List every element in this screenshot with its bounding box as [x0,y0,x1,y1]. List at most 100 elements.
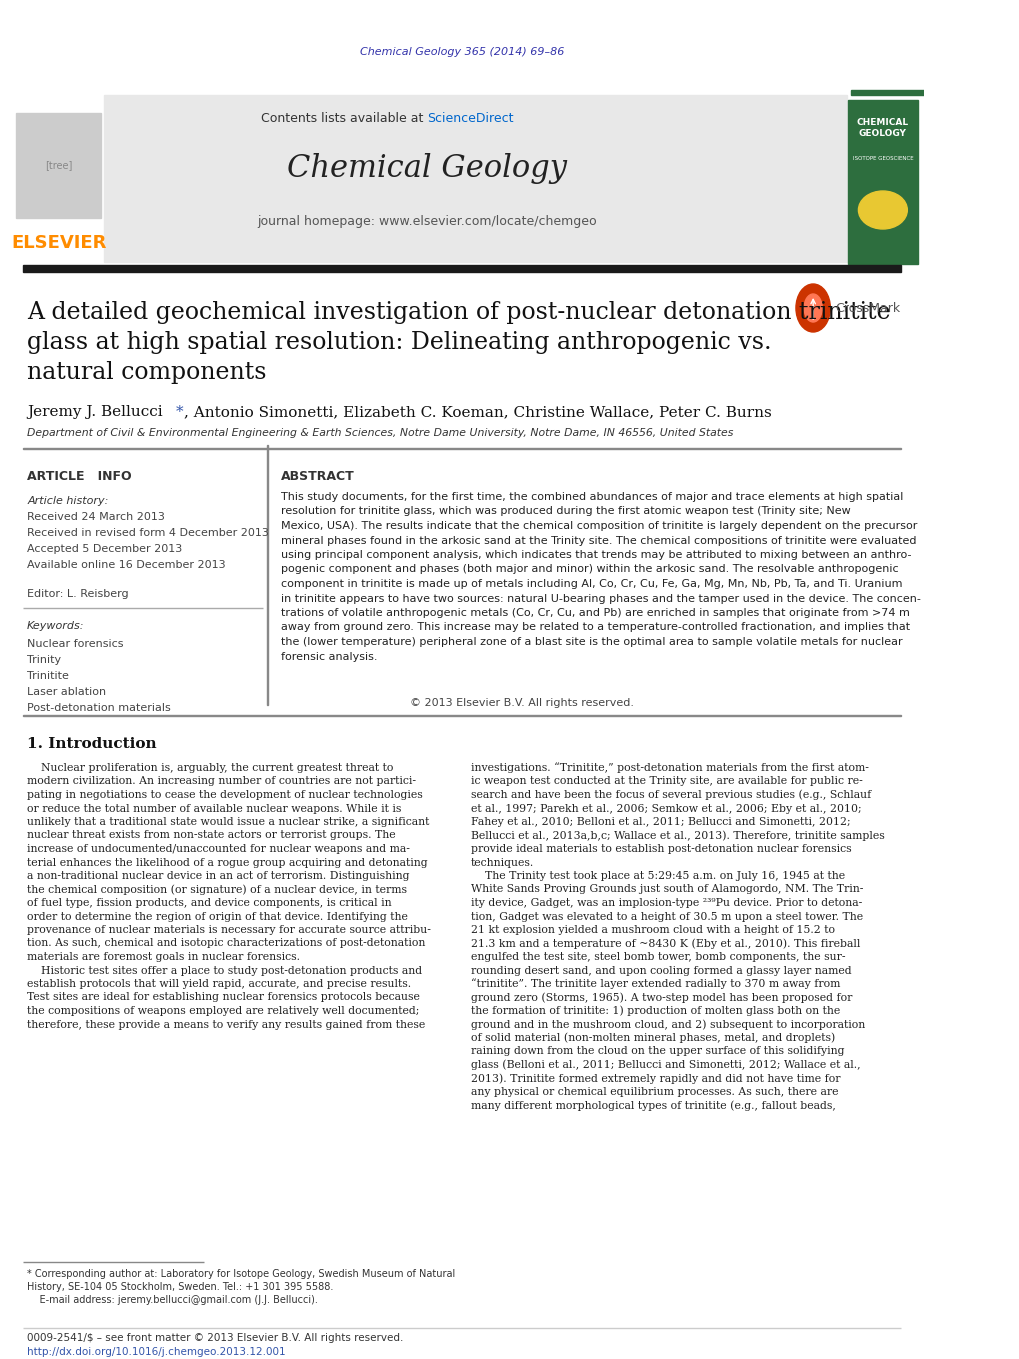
Text: investigations. “Trinitite,” post-detonation materials from the first atom-: investigations. “Trinitite,” post-detona… [471,762,868,773]
Text: *: * [175,405,183,419]
Text: Received in revised form 4 December 2013: Received in revised form 4 December 2013 [28,529,269,538]
Text: CHEMICAL
GEOLOGY: CHEMICAL GEOLOGY [856,118,908,139]
Text: ic weapon test conducted at the Trinity site, are available for public re-: ic weapon test conducted at the Trinity … [471,776,862,787]
Text: Editor: L. Reisberg: Editor: L. Reisberg [28,588,128,599]
Text: in trinitite appears to have two sources: natural U-bearing phases and the tampe: in trinitite appears to have two sources… [280,594,920,603]
Text: Chemical Geology 365 (2014) 69–86: Chemical Geology 365 (2014) 69–86 [360,48,564,57]
Text: unlikely that a traditional state would issue a nuclear strike, a significant: unlikely that a traditional state would … [28,817,429,828]
Text: , Antonio Simonetti, Elizabeth C. Koeman, Christine Wallace, Peter C. Burns: , Antonio Simonetti, Elizabeth C. Koeman… [183,405,770,419]
Text: Trinitite: Trinitite [28,671,69,681]
Text: E-mail address: jeremy.bellucci@gmail.com (J.J. Bellucci).: E-mail address: jeremy.bellucci@gmail.co… [28,1295,318,1305]
Text: * Corresponding author at: Laboratory for Isotope Geology, Swedish Museum of Nat: * Corresponding author at: Laboratory fo… [28,1269,454,1279]
Text: ELSEVIER: ELSEVIER [11,234,106,251]
Text: materials are foremost goals in nuclear forensics.: materials are foremost goals in nuclear … [28,953,300,962]
Text: Nuclear forensics: Nuclear forensics [28,639,123,650]
Text: White Sands Proving Grounds just south of Alamogordo, NM. The Trin-: White Sands Proving Grounds just south o… [471,885,862,894]
Text: the chemical composition (or signature) of a nuclear device, in terms: the chemical composition (or signature) … [28,885,407,894]
Text: Bellucci et al., 2013a,b,c; Wallace et al., 2013). Therefore, trinitite samples: Bellucci et al., 2013a,b,c; Wallace et a… [471,830,883,841]
Text: Trinity: Trinity [28,655,61,665]
Text: CrossMark: CrossMark [835,302,899,314]
Text: or reduce the total number of available nuclear weapons. While it is: or reduce the total number of available … [28,803,401,814]
Bar [850,90,923,95]
Text: http://dx.doi.org/10.1016/j.chemgeo.2013.12.001: http://dx.doi.org/10.1016/j.chemgeo.2013… [28,1347,285,1358]
Text: History, SE-104 05 Stockholm, Sweden. Tel.: +1 301 395 5588.: History, SE-104 05 Stockholm, Sweden. Te… [28,1282,333,1292]
Text: Keywords:: Keywords: [28,621,85,631]
Text: the (lower temperature) peripheral zone of a blast site is the optimal area to s: the (lower temperature) peripheral zone … [280,637,902,647]
Text: glass at high spatial resolution: Delineating anthropogenic vs.: glass at high spatial resolution: Deline… [28,330,771,353]
Text: journal homepage: www.elsevier.com/locate/chemgeo: journal homepage: www.elsevier.com/locat… [258,216,597,228]
Text: component in trinitite is made up of metals including Al, Co, Cr, Cu, Fe, Ga, Mg: component in trinitite is made up of met… [280,579,902,588]
Text: ground and in the mushroom cloud, and 2) subsequent to incorporation: ground and in the mushroom cloud, and 2)… [471,1019,864,1030]
Text: terial enhances the likelihood of a rogue group acquiring and detonating: terial enhances the likelihood of a rogu… [28,858,427,867]
Text: rounding desert sand, and upon cooling formed a glassy layer named: rounding desert sand, and upon cooling f… [471,965,851,976]
Text: techniques.: techniques. [471,858,534,867]
Text: any physical or chemical equilibrium processes. As such, there are: any physical or chemical equilibrium pro… [471,1087,838,1097]
Text: order to determine the region of origin of that device. Identifying the: order to determine the region of origin … [28,912,408,921]
Text: © 2013 Elsevier B.V. All rights reserved.: © 2013 Elsevier B.V. All rights reserved… [410,699,633,708]
Bar [847,101,917,264]
Text: a non-traditional nuclear device in an act of terrorism. Distinguishing: a non-traditional nuclear device in an a… [28,871,410,881]
Text: provenance of nuclear materials is necessary for accurate source attribu-: provenance of nuclear materials is neces… [28,925,431,935]
Text: ISOTOPE GEOSCIENCE: ISOTOPE GEOSCIENCE [852,155,912,160]
Text: “trinitite”. The trinitite layer extended radially to 370 m away from: “trinitite”. The trinitite layer extende… [471,978,840,989]
Text: Jeremy J. Bellucci: Jeremy J. Bellucci [28,405,167,419]
Text: ABSTRACT: ABSTRACT [280,469,355,482]
Text: Contents lists available at: Contents lists available at [261,111,427,125]
Text: therefore, these provide a means to verify any results gained from these: therefore, these provide a means to veri… [28,1019,425,1030]
Text: resolution for trinitite glass, which was produced during the first atomic weapo: resolution for trinitite glass, which wa… [280,507,850,516]
Text: Chemical Geology: Chemical Geology [287,152,567,183]
Text: Department of Civil & Environmental Engineering & Earth Sciences, Notre Dame Uni: Department of Civil & Environmental Engi… [28,428,733,438]
Text: ARTICLE   INFO: ARTICLE INFO [28,469,131,482]
Text: tion, Gadget was elevated to a height of 30.5 m upon a steel tower. The: tion, Gadget was elevated to a height of… [471,912,862,921]
Text: using principal component analysis, which indicates that trends may be attribute: using principal component analysis, whic… [280,550,910,560]
Text: Article history:: Article history: [28,496,108,506]
Bar [22,265,900,272]
Text: of fuel type, fission products, and device components, is critical in: of fuel type, fission products, and devi… [28,898,391,908]
Text: Mexico, USA). The results indicate that the chemical composition of trinitite is: Mexico, USA). The results indicate that … [280,520,916,531]
Text: The Trinity test took place at 5:29:45 a.m. on July 16, 1945 at the: The Trinity test took place at 5:29:45 a… [471,871,844,881]
Text: engulfed the test site, steel bomb tower, bomb components, the sur-: engulfed the test site, steel bomb tower… [471,953,845,962]
Text: ity device, Gadget, was an implosion-type ²³⁹Pu device. Prior to detona-: ity device, Gadget, was an implosion-typ… [471,898,861,908]
Ellipse shape [795,284,829,332]
Text: away from ground zero. This increase may be related to a temperature-controlled : away from ground zero. This increase may… [280,622,909,632]
Text: of solid material (non-molten mineral phases, metal, and droplets): of solid material (non-molten mineral ph… [471,1033,835,1044]
Text: raining down from the cloud on the upper surface of this solidifying: raining down from the cloud on the upper… [471,1046,844,1056]
Text: Nuclear proliferation is, arguably, the current greatest threat to: Nuclear proliferation is, arguably, the … [28,762,393,773]
Text: the formation of trinitite: 1) production of molten glass both on the: the formation of trinitite: 1) productio… [471,1006,840,1017]
Ellipse shape [803,294,821,322]
Text: A detailed geochemical investigation of post-nuclear detonation trinitite: A detailed geochemical investigation of … [28,300,890,323]
Text: many different morphological types of trinitite (e.g., fallout beads,: many different morphological types of tr… [471,1101,835,1110]
Text: ScienceDirect: ScienceDirect [427,111,514,125]
Text: et al., 1997; Parekh et al., 2006; Semkow et al., 2006; Eby et al., 2010;: et al., 1997; Parekh et al., 2006; Semko… [471,803,861,814]
Text: 2013). Trinitite formed extremely rapidly and did not have time for: 2013). Trinitite formed extremely rapidl… [471,1074,840,1083]
Text: search and have been the focus of several previous studies (e.g., Schlauf: search and have been the focus of severa… [471,790,870,800]
Ellipse shape [858,192,907,230]
Text: This study documents, for the first time, the combined abundances of major and t: This study documents, for the first time… [280,492,902,501]
Text: 1. Introduction: 1. Introduction [28,737,157,752]
FancyArrowPatch shape [810,299,814,319]
Text: pogenic component and phases (both major and minor) within the arkosic sand. The: pogenic component and phases (both major… [280,564,898,575]
Text: nuclear threat exists from non-state actors or terrorist groups. The: nuclear threat exists from non-state act… [28,830,395,840]
Text: tion. As such, chemical and isotopic characterizations of post-detonation: tion. As such, chemical and isotopic cha… [28,939,425,949]
Text: Historic test sites offer a place to study post-detonation products and: Historic test sites offer a place to stu… [28,965,422,976]
Text: 21.3 km and a temperature of ~8430 K (Eby et al., 2010). This fireball: 21.3 km and a temperature of ~8430 K (Eb… [471,938,859,949]
Text: increase of undocumented/unaccounted for nuclear weapons and ma-: increase of undocumented/unaccounted for… [28,844,410,853]
Text: forensic analysis.: forensic analysis. [280,651,377,662]
Text: glass (Belloni et al., 2011; Bellucci and Simonetti, 2012; Wallace et al.,: glass (Belloni et al., 2011; Bellucci an… [471,1060,860,1071]
Bar [104,95,846,262]
Text: modern civilization. An increasing number of countries are not partici-: modern civilization. An increasing numbe… [28,776,416,787]
Text: Post-detonation materials: Post-detonation materials [28,703,171,713]
Text: provide ideal materials to establish post-detonation nuclear forensics: provide ideal materials to establish pos… [471,844,851,853]
Text: 0009-2541/$ – see front matter © 2013 Elsevier B.V. All rights reserved.: 0009-2541/$ – see front matter © 2013 El… [28,1333,404,1343]
Text: Available online 16 December 2013: Available online 16 December 2013 [28,560,225,569]
Text: natural components: natural components [28,360,266,383]
Text: Received 24 March 2013: Received 24 March 2013 [28,512,165,522]
Text: 21 kt explosion yielded a mushroom cloud with a height of 15.2 to: 21 kt explosion yielded a mushroom cloud… [471,925,834,935]
Text: establish protocols that will yield rapid, accurate, and precise results.: establish protocols that will yield rapi… [28,978,411,989]
Text: trations of volatile anthropogenic metals (Co, Cr, Cu, and Pb) are enriched in s: trations of volatile anthropogenic metal… [280,607,909,618]
Text: Fahey et al., 2010; Belloni et al., 2011; Bellucci and Simonetti, 2012;: Fahey et al., 2010; Belloni et al., 2011… [471,817,850,828]
Text: [tree]: [tree] [45,160,72,170]
Bar [16,113,101,217]
Text: Test sites are ideal for establishing nuclear forensics protocols because: Test sites are ideal for establishing nu… [28,992,420,1003]
Text: Accepted 5 December 2013: Accepted 5 December 2013 [28,544,182,554]
